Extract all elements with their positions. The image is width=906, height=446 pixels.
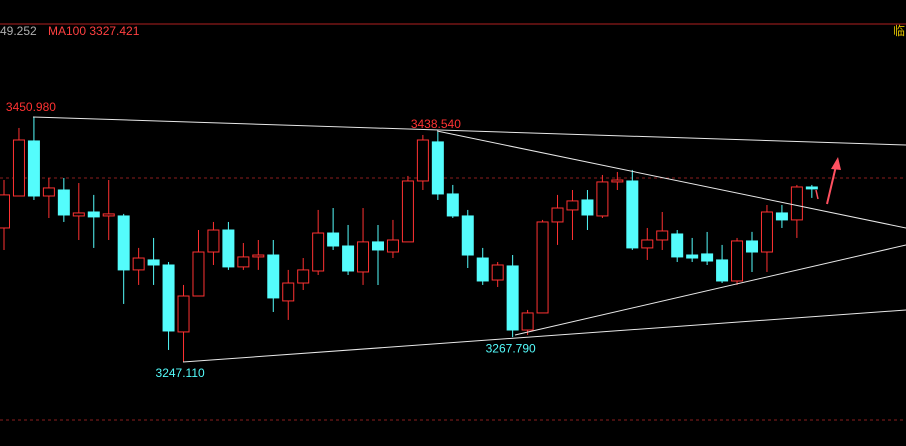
candle-body bbox=[12, 139, 25, 197]
candle-body bbox=[327, 232, 340, 247]
candle-body bbox=[641, 239, 654, 249]
trend-line bbox=[514, 244, 906, 336]
candle-body bbox=[282, 282, 295, 302]
candle-body bbox=[372, 241, 384, 251]
candle-body bbox=[342, 245, 355, 272]
arrow-head bbox=[831, 157, 841, 170]
candle-body bbox=[252, 254, 265, 258]
candle-body bbox=[491, 264, 504, 281]
candle-body bbox=[581, 199, 594, 216]
trend-lines bbox=[32, 116, 906, 363]
candle-body bbox=[312, 232, 325, 272]
candle-body bbox=[775, 212, 788, 221]
candle-body bbox=[476, 257, 489, 282]
candle-body bbox=[42, 187, 55, 197]
candle-body bbox=[551, 207, 564, 223]
candle-body bbox=[27, 140, 40, 197]
arrow-shaft bbox=[826, 165, 837, 205]
header-ma: MA100 3327.421 bbox=[48, 24, 140, 38]
candle-body bbox=[686, 254, 699, 259]
candle-body bbox=[536, 221, 549, 314]
arrow bbox=[815, 157, 841, 205]
candle-body bbox=[416, 139, 429, 182]
candle-body bbox=[237, 256, 250, 268]
candle-body bbox=[671, 233, 684, 258]
candle-body bbox=[446, 193, 459, 217]
candle-body bbox=[746, 240, 758, 253]
candle-body bbox=[386, 239, 399, 253]
candle-body bbox=[132, 257, 145, 271]
candle-body bbox=[147, 259, 160, 266]
candle-body bbox=[0, 194, 10, 229]
candle-body bbox=[162, 264, 175, 332]
candle-body bbox=[731, 240, 744, 282]
candle-body bbox=[401, 180, 414, 243]
candle-body bbox=[626, 180, 639, 249]
candle-body bbox=[222, 229, 235, 268]
candle-body bbox=[656, 230, 669, 241]
candle-body bbox=[102, 213, 115, 217]
candle-body bbox=[611, 179, 624, 183]
header-value: 49.252 bbox=[0, 24, 37, 38]
candle-body bbox=[207, 229, 220, 253]
candle-body bbox=[297, 269, 310, 284]
price-annotation: 3450.980 bbox=[6, 100, 56, 114]
candle-body bbox=[57, 189, 70, 216]
candles bbox=[0, 116, 818, 362]
trend-line bbox=[182, 309, 906, 363]
trend-line bbox=[32, 116, 906, 146]
trend-line bbox=[436, 130, 906, 229]
candle-body bbox=[506, 265, 519, 331]
header-tag: 临 bbox=[893, 24, 905, 38]
candle-body bbox=[117, 215, 130, 271]
candle-body bbox=[267, 254, 280, 299]
candle-body bbox=[521, 312, 534, 331]
small-arrow bbox=[815, 189, 819, 200]
candle-body bbox=[461, 215, 474, 256]
candle-body bbox=[805, 186, 818, 190]
candle-body bbox=[566, 200, 579, 211]
price-annotation: 3267.790 bbox=[486, 341, 536, 355]
candle-body bbox=[716, 259, 729, 282]
candle-body bbox=[192, 251, 205, 297]
price-annotation: 3438.540 bbox=[411, 117, 461, 131]
candle-body bbox=[790, 186, 803, 221]
candle-body bbox=[177, 295, 190, 333]
candle-body bbox=[87, 211, 100, 218]
candle-body bbox=[357, 241, 370, 273]
candle-body bbox=[760, 211, 773, 253]
price-annotation: 3247.110 bbox=[156, 366, 205, 380]
candle-body bbox=[431, 141, 444, 195]
candle-body bbox=[701, 253, 714, 262]
candle-body bbox=[596, 181, 609, 217]
candle-body bbox=[72, 212, 85, 217]
